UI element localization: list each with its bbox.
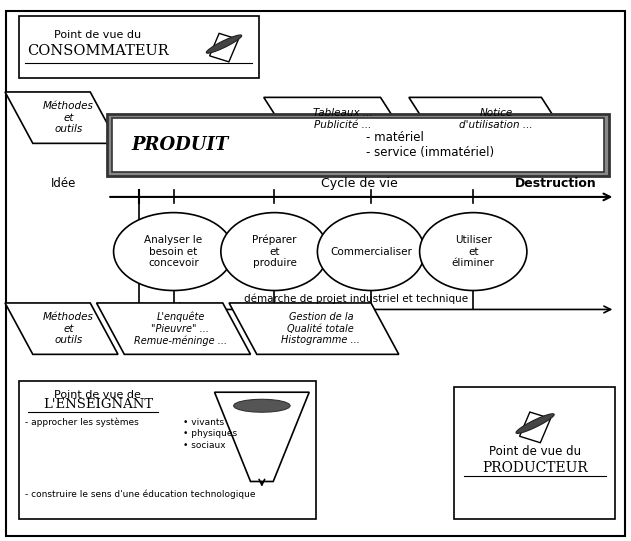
- Ellipse shape: [420, 213, 527, 291]
- Bar: [19, 381, 316, 519]
- Polygon shape: [97, 303, 251, 354]
- Bar: [112, 118, 604, 172]
- Polygon shape: [519, 412, 551, 443]
- Polygon shape: [229, 303, 399, 354]
- Text: Préparer
et
produire: Préparer et produire: [252, 235, 297, 268]
- Text: Méthodes
et
outils: Méthodes et outils: [43, 101, 94, 134]
- Polygon shape: [409, 97, 569, 141]
- Text: Analyser le
besoin et
concevoir: Analyser le besoin et concevoir: [144, 235, 203, 268]
- Text: • physiques: • physiques: [183, 429, 237, 438]
- Text: Point de vue de: Point de vue de: [54, 390, 141, 400]
- Text: CONSOMMATEUR: CONSOMMATEUR: [27, 44, 168, 58]
- Text: Tableaux ...
Publicité ...: Tableaux ... Publicité ...: [313, 108, 373, 130]
- Bar: [107, 114, 609, 176]
- Text: Destruction: Destruction: [514, 177, 596, 190]
- Text: Idée: Idée: [50, 177, 76, 190]
- Polygon shape: [215, 392, 309, 481]
- Text: Point de vue du: Point de vue du: [54, 30, 141, 40]
- Text: - approcher les systèmes: - approcher les systèmes: [25, 418, 139, 427]
- Ellipse shape: [114, 213, 233, 291]
- Text: Gestion de la
Qualité totale
Histogramme ...: Gestion de la Qualité totale Histogramme…: [281, 312, 360, 345]
- Text: Cycle de vie: Cycle de vie: [321, 177, 398, 190]
- Text: Notice
d'utilisation ...: Notice d'utilisation ...: [459, 108, 533, 130]
- Polygon shape: [209, 34, 239, 62]
- Text: Point de vue du: Point de vue du: [489, 445, 581, 458]
- Polygon shape: [5, 303, 118, 354]
- Text: PRODUCTEUR: PRODUCTEUR: [482, 461, 588, 475]
- Text: L'enquête
"Pieuvre" ...
Remue-méninge ...: L'enquête "Pieuvre" ... Remue-méninge ..…: [134, 312, 227, 346]
- Text: • sociaux: • sociaux: [183, 441, 226, 450]
- Text: • vivants: • vivants: [183, 418, 224, 427]
- Ellipse shape: [317, 213, 425, 291]
- Text: Méthodes
et
outils: Méthodes et outils: [43, 312, 94, 345]
- Polygon shape: [264, 97, 408, 141]
- Text: - construire le sens d'une éducation technologique: - construire le sens d'une éducation tec…: [25, 490, 256, 499]
- Text: PRODUIT: PRODUIT: [131, 136, 228, 154]
- Ellipse shape: [221, 213, 328, 291]
- Polygon shape: [233, 399, 290, 412]
- Text: L'ENSEIGNANT: L'ENSEIGNANT: [43, 398, 153, 411]
- Text: Commercialiser: Commercialiser: [330, 247, 412, 256]
- Bar: [454, 387, 615, 519]
- Text: démarche de projet industriel et technique: démarche de projet industriel et techniq…: [244, 294, 469, 304]
- Polygon shape: [5, 92, 118, 143]
- Polygon shape: [516, 414, 554, 433]
- Text: Utiliser
et
éliminer: Utiliser et éliminer: [452, 235, 495, 268]
- Polygon shape: [206, 35, 242, 54]
- Text: - matériel
- service (immatériel): - matériel - service (immatériel): [366, 131, 494, 159]
- Bar: [19, 16, 259, 78]
